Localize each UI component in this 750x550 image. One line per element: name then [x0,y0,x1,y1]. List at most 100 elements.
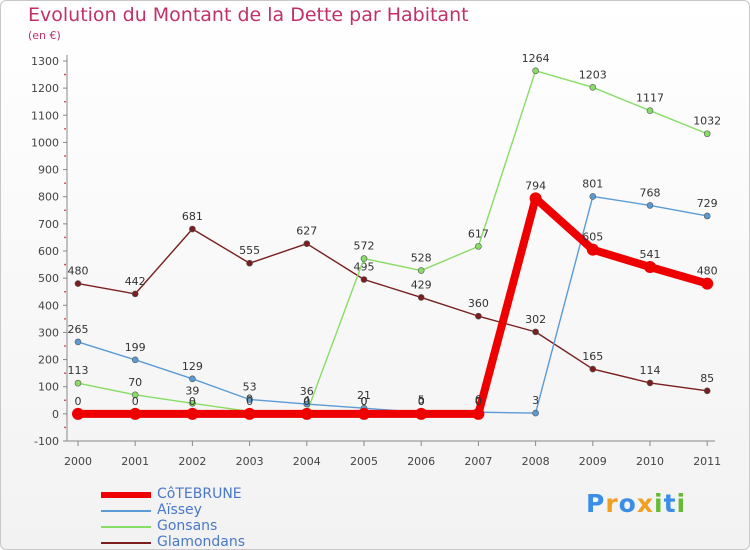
data-point [189,225,196,233]
data-label: 4 [303,394,310,407]
y-minor-tick [64,127,66,130]
data-point [586,243,599,256]
data-point [74,280,82,287]
legend-label: CôTEBRUNE [157,486,242,502]
data-point [532,67,539,75]
data-point [303,240,311,247]
y-tick-label: 0 [52,408,59,421]
data-label: 0 [75,395,82,408]
y-tick-label: 600 [38,245,59,258]
data-label: 1264 [522,52,550,65]
data-label: 0 [132,395,139,408]
x-tick-label: 2003 [236,455,264,468]
y-minor-tick [64,372,66,375]
data-point [360,255,368,262]
chart-legend: CôTEBRUNE Aïssey Gonsans Glamondans [101,487,361,550]
data-label: 442 [125,275,146,288]
data-point [131,391,139,399]
data-point [532,328,539,336]
x-tick-label: 2002 [178,455,206,468]
data-point [360,276,368,283]
data-label: 555 [239,244,260,257]
data-label: 39 [185,384,199,397]
data-point [475,312,482,320]
data-label: 0 [361,395,368,408]
data-label: 165 [582,350,603,363]
data-label: 0 [418,395,425,408]
data-point [129,407,142,420]
data-label: 0 [475,395,482,408]
y-tick-label: 800 [38,191,59,204]
data-label: 480 [68,265,89,278]
x-tick-label: 2011 [693,455,721,468]
data-label: 1032 [693,115,721,128]
y-minor-tick [64,426,66,429]
y-minor-tick [64,263,66,266]
x-tick-label: 2010 [636,455,664,468]
data-label: 53 [243,380,257,393]
data-label: 21 [357,389,371,402]
logo-letter: x [636,489,654,518]
data-point [74,379,82,387]
data-label: 3 [532,394,539,407]
x-tick-label: 2006 [407,455,435,468]
y-minor-tick [64,182,66,185]
y-minor-tick [64,345,66,347]
data-label: 0 [189,395,196,408]
series-line [77,195,708,414]
y-tick-label: 1200 [31,82,59,95]
legend-item-glamondans: Glamondans [101,534,361,550]
legend-item-cotebrune: CôTEBRUNE [101,487,361,503]
data-point [417,294,425,301]
data-point [189,399,196,407]
data-point [358,407,370,420]
data-label: 5 [418,394,425,407]
data-label: 480 [697,265,718,278]
data-point [131,290,139,298]
data-label: 768 [640,186,661,199]
y-minor-tick [64,100,66,103]
data-point [243,407,256,420]
data-point [646,107,654,114]
y-minor-tick [64,317,66,320]
data-label: 794 [525,179,546,192]
y-tick-label: 900 [38,164,59,177]
y-minor-tick [64,399,66,402]
y-minor-tick [64,236,66,239]
data-point [189,375,196,383]
y-tick-label: 100 [38,381,59,394]
x-tick-label: 2005 [350,455,378,468]
data-label: 617 [468,227,489,240]
logo-letter: i [676,489,687,518]
logo-letter: i [654,489,664,518]
data-label: 302 [525,313,546,326]
data-label: 0 [418,395,425,408]
x-tick-label: 2008 [522,455,550,468]
legend-label: Glamondans [157,534,246,550]
x-tick-label: 2007 [464,455,492,468]
data-point [646,379,654,387]
y-tick-label: 1100 [31,109,59,122]
data-point [703,387,711,395]
logo-letter: P [586,489,606,518]
legend-item-aissey: Aïssey [101,503,361,519]
x-tick-label: 2000 [64,455,92,468]
data-label: 85 [700,372,714,385]
x-tick-label: 2001 [121,455,149,468]
legend-item-gonsans: Gonsans [101,519,361,535]
y-tick-label: 200 [38,354,59,367]
data-label: 114 [640,364,661,377]
data-point [74,338,82,346]
y-minor-tick [64,209,66,212]
series-line [74,194,712,418]
x-tick-label: 2009 [579,455,607,468]
x-tick-label: 2004 [293,455,321,468]
data-point [646,202,654,209]
y-tick-label: 700 [38,218,59,231]
y-tick-label: 1000 [31,136,59,149]
data-label: 605 [582,231,603,244]
proxiti-logo: Proxiti [586,489,686,518]
data-label: 129 [182,360,203,373]
